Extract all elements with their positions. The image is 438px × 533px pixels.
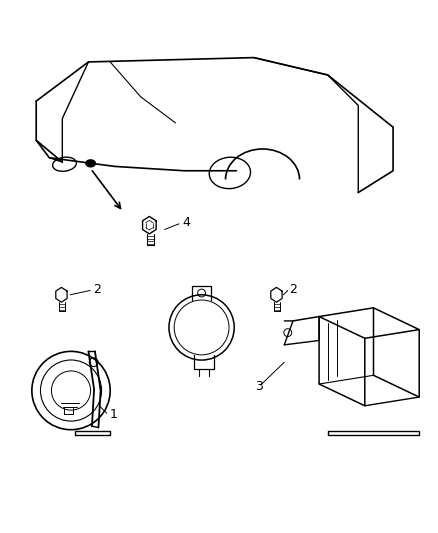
Ellipse shape <box>86 160 95 167</box>
Text: 1: 1 <box>110 408 117 421</box>
Text: 2: 2 <box>93 282 101 296</box>
Text: 2: 2 <box>290 282 297 296</box>
Text: 4: 4 <box>182 216 190 230</box>
Text: 3: 3 <box>254 379 262 393</box>
